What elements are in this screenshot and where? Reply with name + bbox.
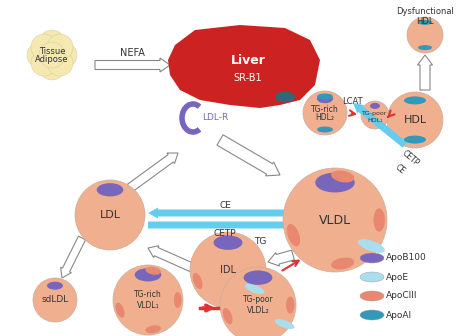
Circle shape: [283, 168, 387, 272]
Circle shape: [407, 17, 443, 53]
Ellipse shape: [286, 296, 294, 313]
Circle shape: [75, 180, 145, 250]
Text: CE: CE: [393, 162, 406, 176]
Text: Dysfunctional: Dysfunctional: [396, 7, 454, 16]
FancyArrow shape: [148, 246, 195, 272]
Text: HDL: HDL: [416, 17, 434, 27]
FancyArrow shape: [148, 219, 308, 230]
Ellipse shape: [315, 173, 355, 193]
Ellipse shape: [193, 273, 202, 289]
Text: TG-rich
VLDL₁: TG-rich VLDL₁: [134, 290, 162, 310]
Text: Liver: Liver: [230, 53, 265, 67]
Text: Tissue: Tissue: [39, 46, 65, 55]
Text: HDL₂: HDL₂: [316, 114, 335, 123]
Ellipse shape: [244, 270, 273, 285]
Ellipse shape: [214, 236, 242, 250]
Ellipse shape: [374, 208, 385, 232]
Circle shape: [51, 42, 77, 68]
Text: TG: TG: [254, 238, 266, 247]
Text: CETP: CETP: [214, 228, 237, 238]
Circle shape: [33, 278, 77, 322]
Text: SR-B1: SR-B1: [234, 73, 262, 83]
FancyArrow shape: [95, 58, 170, 72]
Ellipse shape: [331, 170, 354, 182]
Circle shape: [220, 267, 296, 336]
Ellipse shape: [418, 20, 432, 25]
Ellipse shape: [135, 268, 161, 282]
Text: ApoE: ApoE: [386, 272, 409, 282]
Text: HDL₁: HDL₁: [367, 118, 383, 123]
Text: LCAT: LCAT: [342, 97, 362, 107]
Text: ApoB100: ApoB100: [386, 253, 427, 262]
Text: IDL: IDL: [220, 265, 236, 275]
Text: CE: CE: [219, 201, 231, 210]
Circle shape: [39, 54, 65, 80]
Ellipse shape: [317, 94, 333, 103]
Text: ApoAI: ApoAI: [386, 310, 412, 320]
Text: NEFA: NEFA: [119, 48, 145, 58]
Text: Adipose: Adipose: [35, 54, 69, 64]
Ellipse shape: [358, 239, 385, 253]
Circle shape: [31, 34, 57, 60]
FancyArrow shape: [268, 250, 294, 266]
Ellipse shape: [146, 267, 161, 275]
Ellipse shape: [317, 93, 333, 99]
Ellipse shape: [275, 91, 295, 102]
FancyArrow shape: [418, 55, 432, 90]
Ellipse shape: [317, 126, 333, 132]
Ellipse shape: [223, 308, 233, 324]
Text: CETP: CETP: [400, 149, 420, 168]
Ellipse shape: [275, 319, 294, 329]
Circle shape: [361, 101, 389, 129]
Text: TG-poor
VLDL₂: TG-poor VLDL₂: [243, 295, 273, 315]
Ellipse shape: [174, 292, 182, 308]
Circle shape: [387, 92, 443, 148]
FancyArrow shape: [128, 153, 178, 192]
Text: sdLDL: sdLDL: [41, 295, 69, 304]
Text: LDL: LDL: [100, 210, 120, 220]
Ellipse shape: [245, 284, 264, 294]
Ellipse shape: [360, 291, 384, 301]
Circle shape: [303, 91, 347, 135]
FancyArrow shape: [61, 236, 86, 278]
Circle shape: [47, 34, 73, 60]
Circle shape: [47, 50, 73, 76]
Ellipse shape: [418, 45, 432, 50]
Circle shape: [39, 42, 65, 68]
Ellipse shape: [404, 96, 426, 104]
Polygon shape: [168, 25, 320, 108]
Ellipse shape: [370, 103, 380, 109]
Ellipse shape: [360, 310, 384, 320]
FancyArrow shape: [148, 208, 310, 218]
Ellipse shape: [404, 136, 426, 143]
Text: VLDL: VLDL: [319, 213, 351, 226]
Ellipse shape: [287, 224, 300, 246]
Circle shape: [27, 42, 53, 68]
Ellipse shape: [116, 303, 125, 318]
Ellipse shape: [360, 272, 384, 282]
Text: ApoCIII: ApoCIII: [386, 292, 418, 300]
Text: LDL-R: LDL-R: [202, 113, 228, 122]
Circle shape: [113, 265, 183, 335]
Text: HDL: HDL: [403, 115, 427, 125]
FancyArrow shape: [353, 103, 407, 148]
Circle shape: [31, 50, 57, 76]
Circle shape: [39, 30, 65, 56]
Text: TG-poor: TG-poor: [362, 111, 388, 116]
Ellipse shape: [97, 183, 123, 197]
Ellipse shape: [47, 282, 63, 290]
Circle shape: [190, 232, 266, 308]
FancyArrow shape: [217, 135, 280, 176]
Text: TG-rich: TG-rich: [311, 106, 339, 115]
Ellipse shape: [146, 325, 161, 333]
Ellipse shape: [360, 253, 384, 263]
Ellipse shape: [331, 257, 354, 269]
